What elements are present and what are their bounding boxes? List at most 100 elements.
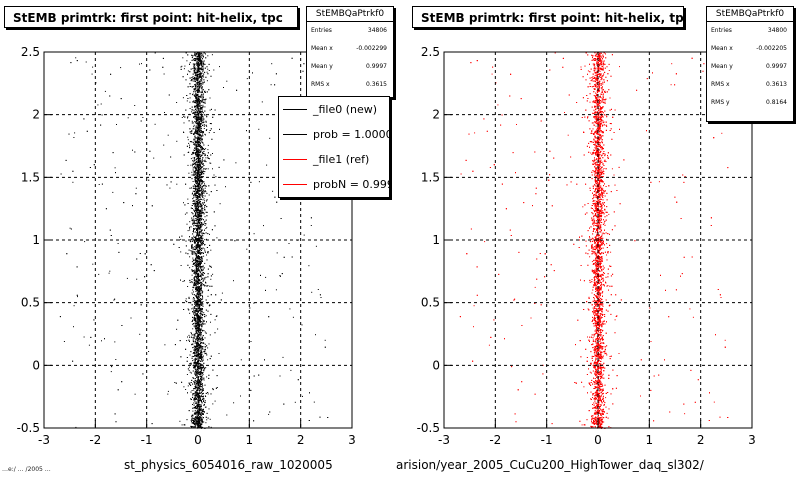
data-point xyxy=(199,363,201,365)
data-point xyxy=(196,278,198,280)
data-point xyxy=(199,201,201,203)
data-point xyxy=(196,417,198,419)
data-point xyxy=(193,419,195,421)
data-point xyxy=(201,171,202,173)
data-point xyxy=(194,326,196,328)
data-point xyxy=(205,211,207,213)
data-point xyxy=(195,94,197,96)
data-point xyxy=(193,228,195,230)
data-point xyxy=(199,53,201,55)
data-point xyxy=(200,203,202,205)
data-point xyxy=(205,285,207,287)
data-point xyxy=(196,318,198,320)
data-point xyxy=(193,393,195,395)
data-point xyxy=(198,328,200,330)
data-point xyxy=(207,156,209,158)
data-point xyxy=(195,380,197,382)
data-point xyxy=(276,252,278,254)
data-point xyxy=(198,129,200,131)
data-point xyxy=(98,184,100,185)
data-point xyxy=(200,386,202,388)
data-point xyxy=(291,57,293,59)
data-point xyxy=(199,316,201,318)
data-point xyxy=(199,392,201,394)
data-point xyxy=(202,131,204,133)
data-point xyxy=(199,353,201,355)
data-point xyxy=(195,373,197,374)
data-point xyxy=(194,382,196,384)
data-point xyxy=(288,243,290,244)
data-point xyxy=(198,168,200,169)
data-point xyxy=(192,190,194,192)
data-point xyxy=(195,327,197,329)
data-point xyxy=(195,90,197,92)
data-point xyxy=(201,290,203,292)
data-point xyxy=(197,181,199,183)
data-point xyxy=(214,319,216,321)
data-point xyxy=(200,55,202,57)
data-point xyxy=(195,156,197,158)
data-point xyxy=(194,269,196,271)
data-point xyxy=(193,399,195,401)
data-point xyxy=(195,249,197,251)
data-point xyxy=(279,275,281,277)
data-point xyxy=(198,276,200,277)
data-point xyxy=(192,94,193,96)
data-point xyxy=(196,394,198,396)
data-point xyxy=(192,153,194,155)
data-point xyxy=(198,343,200,345)
data-point xyxy=(198,207,199,209)
data-point xyxy=(204,277,206,279)
data-point xyxy=(205,184,207,186)
data-point xyxy=(196,404,198,406)
data-point xyxy=(197,152,199,154)
data-point xyxy=(203,349,205,351)
data-point xyxy=(269,137,271,139)
data-point xyxy=(202,372,204,373)
data-point xyxy=(190,226,192,228)
data-point xyxy=(201,348,203,350)
data-point xyxy=(212,388,214,390)
data-point xyxy=(74,132,76,134)
data-point xyxy=(112,191,114,193)
data-point xyxy=(168,94,170,96)
data-point xyxy=(193,270,194,272)
data-point xyxy=(201,186,203,188)
data-point xyxy=(197,157,199,159)
data-point xyxy=(203,125,205,127)
data-point xyxy=(196,232,198,234)
data-point xyxy=(197,176,199,178)
data-point xyxy=(196,420,198,422)
data-point xyxy=(206,192,208,194)
data-point xyxy=(192,248,194,250)
data-point xyxy=(73,326,74,328)
data-point xyxy=(190,250,192,252)
data-point xyxy=(200,132,202,134)
data-point xyxy=(216,375,218,377)
data-point xyxy=(196,105,198,107)
data-point xyxy=(197,409,199,411)
data-point xyxy=(196,398,197,400)
data-point xyxy=(196,280,198,282)
data-point xyxy=(221,292,223,294)
data-point xyxy=(194,95,196,97)
data-point xyxy=(204,352,206,354)
data-point xyxy=(198,104,200,106)
data-point xyxy=(195,328,196,329)
data-point xyxy=(197,344,199,346)
data-point xyxy=(185,252,187,254)
data-point xyxy=(219,66,220,68)
data-point xyxy=(200,190,202,192)
data-point xyxy=(200,97,202,98)
data-point xyxy=(199,408,201,410)
data-point xyxy=(233,280,234,282)
data-point xyxy=(196,56,198,57)
data-point xyxy=(201,98,203,100)
data-point xyxy=(202,83,204,85)
data-point xyxy=(199,62,201,64)
data-point xyxy=(199,406,201,408)
data-point xyxy=(199,357,201,359)
data-point xyxy=(196,177,198,179)
data-point xyxy=(192,404,193,405)
data-point xyxy=(200,335,202,337)
